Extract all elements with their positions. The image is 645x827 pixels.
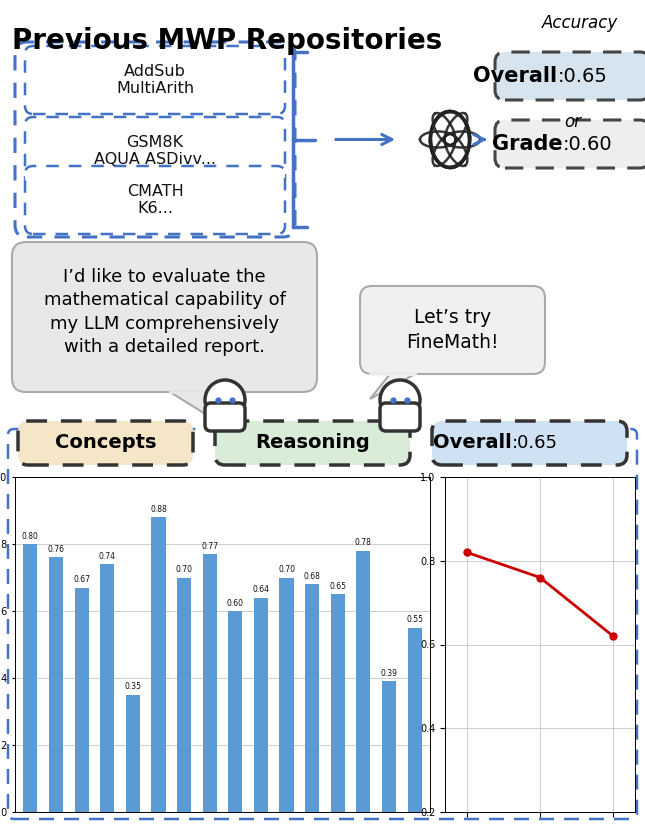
Text: I’d like to evaluate the
mathematical capability of
my LLM comprehensively
with : I’d like to evaluate the mathematical ca… — [44, 268, 286, 356]
Text: :0.65: :0.65 — [557, 66, 608, 85]
Text: :0.65: :0.65 — [511, 434, 557, 452]
Text: :0.60: :0.60 — [562, 135, 612, 154]
Bar — [100, 564, 114, 812]
Bar — [279, 577, 293, 812]
Bar — [331, 595, 345, 812]
FancyBboxPatch shape — [15, 42, 295, 237]
Bar — [23, 544, 37, 812]
Text: Overall: Overall — [433, 433, 511, 452]
FancyBboxPatch shape — [25, 46, 285, 114]
FancyBboxPatch shape — [12, 242, 317, 392]
Text: 0.76: 0.76 — [48, 545, 64, 554]
Text: Overall: Overall — [473, 66, 557, 86]
FancyBboxPatch shape — [25, 117, 285, 185]
Circle shape — [380, 380, 420, 420]
FancyBboxPatch shape — [25, 166, 285, 234]
Text: Concepts: Concepts — [55, 433, 156, 452]
Text: 0.74: 0.74 — [99, 552, 115, 561]
Text: 0.77: 0.77 — [201, 542, 218, 551]
FancyBboxPatch shape — [215, 421, 410, 465]
Text: GSM8K
AQUA ASDivv...: GSM8K AQUA ASDivv... — [94, 135, 216, 167]
FancyBboxPatch shape — [495, 120, 645, 168]
Text: 0.35: 0.35 — [124, 682, 141, 691]
Text: 0.68: 0.68 — [304, 571, 321, 581]
Text: Let’s try
FineMath!: Let’s try FineMath! — [406, 308, 499, 352]
FancyBboxPatch shape — [495, 52, 645, 100]
Bar — [203, 554, 217, 812]
Text: 0.60: 0.60 — [227, 599, 244, 608]
Bar — [356, 551, 370, 812]
Text: Previous MWP Repositories: Previous MWP Repositories — [12, 27, 442, 55]
Text: 0.88: 0.88 — [150, 504, 167, 514]
Text: 0.39: 0.39 — [381, 669, 397, 678]
Text: Grade: Grade — [492, 134, 562, 154]
Bar — [408, 628, 422, 812]
Text: 0.64: 0.64 — [252, 586, 270, 595]
Polygon shape — [170, 392, 240, 420]
FancyBboxPatch shape — [205, 403, 245, 431]
Bar — [382, 681, 396, 812]
Bar — [152, 517, 166, 812]
FancyBboxPatch shape — [380, 403, 420, 431]
Bar — [49, 557, 63, 812]
Text: 0.55: 0.55 — [406, 615, 423, 624]
Bar — [177, 577, 191, 812]
Text: 0.80: 0.80 — [22, 532, 39, 541]
FancyBboxPatch shape — [360, 286, 545, 374]
Polygon shape — [370, 374, 415, 399]
Text: Accuracy: Accuracy — [542, 14, 618, 32]
FancyBboxPatch shape — [18, 421, 193, 465]
FancyBboxPatch shape — [432, 421, 627, 465]
Text: 0.78: 0.78 — [355, 538, 372, 547]
Text: Reasoning: Reasoning — [255, 433, 370, 452]
Circle shape — [205, 380, 245, 420]
Text: AddSub
MultiArith: AddSub MultiArith — [116, 64, 194, 96]
Bar — [254, 598, 268, 812]
Bar — [126, 695, 140, 812]
Text: 0.70: 0.70 — [278, 565, 295, 574]
Text: or: or — [564, 113, 581, 131]
FancyBboxPatch shape — [8, 429, 637, 819]
Bar — [75, 587, 88, 812]
Text: 0.65: 0.65 — [330, 582, 346, 591]
Text: CMATH
K6...: CMATH K6... — [126, 184, 183, 216]
Text: 0.67: 0.67 — [73, 576, 90, 584]
Bar — [228, 611, 243, 812]
Text: 0.70: 0.70 — [175, 565, 193, 574]
Bar — [305, 584, 319, 812]
